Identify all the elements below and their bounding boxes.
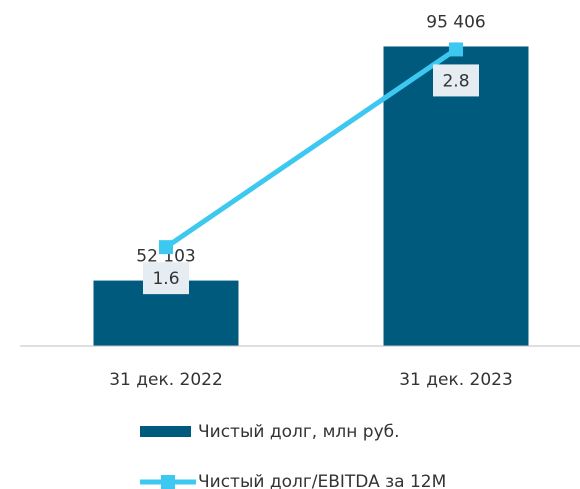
x-tick-label: 31 дек. 2022 [109, 370, 223, 390]
label-box [143, 262, 189, 295]
bar-value-label: 52 103 [136, 247, 195, 267]
legend-marker [161, 475, 175, 489]
legend-label: Чистый долг, млн руб. [198, 422, 400, 442]
line-marker [159, 240, 173, 255]
legend-label: Чистый долг/EBITDA за 12М [198, 472, 446, 489]
line-marker [449, 42, 463, 57]
legend-swatch [140, 426, 191, 437]
line [164, 47, 458, 250]
line-value-label: 1.6 [152, 269, 179, 289]
label-box [433, 64, 479, 97]
line-value-label: 2.8 [442, 71, 469, 91]
bar-value-label: 95 406 [426, 12, 485, 32]
x-tick-label: 31 дек. 2023 [399, 370, 513, 390]
